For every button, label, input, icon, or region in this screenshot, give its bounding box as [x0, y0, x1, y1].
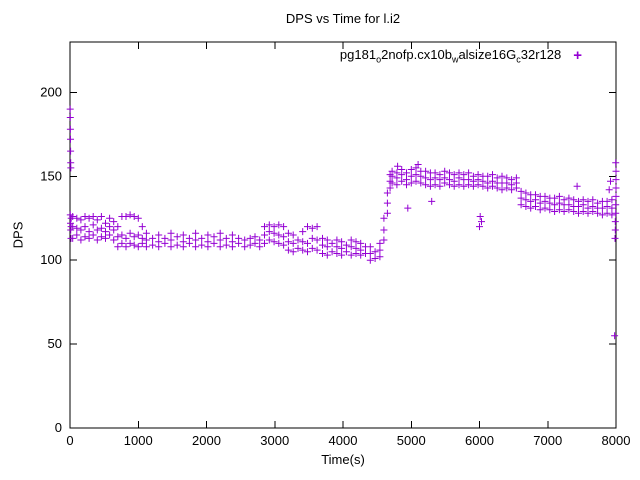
x-tick-label: 2000: [192, 433, 221, 448]
y-tick-label: 200: [40, 84, 62, 99]
x-tick-label: 1000: [124, 433, 153, 448]
x-tick-label: 3000: [260, 433, 289, 448]
legend-label-part: o: [376, 54, 382, 65]
y-tick-label: 50: [48, 336, 62, 351]
legend-label-part: w: [451, 54, 459, 65]
x-tick-label: 5000: [397, 433, 426, 448]
legend-label-part: 2nofp.cx10b: [381, 47, 452, 62]
data-points: [66, 105, 620, 340]
legend: pg181o2nofp.cx10bwalsize16Gc32r128 +: [340, 47, 582, 65]
legend-label-part: alsize16G: [458, 47, 517, 62]
legend-label-part: c: [516, 54, 521, 65]
y-tick-label: 150: [40, 168, 62, 183]
x-tick-label: 4000: [329, 433, 358, 448]
y-tick-label: 0: [55, 420, 62, 435]
x-axis-label: Time(s): [321, 452, 365, 467]
x-tick-label: 0: [66, 433, 73, 448]
legend-label-part: 32r128: [520, 47, 562, 62]
chart-title: DPS vs Time for l.i2: [285, 11, 401, 26]
plot-border: [69, 41, 617, 429]
y-tick-label: 100: [40, 252, 62, 267]
plus-marker-icon: +: [573, 46, 582, 64]
legend-label-part: pg181: [339, 47, 377, 62]
x-tick-label: 7000: [533, 433, 562, 448]
x-tick-label: 8000: [602, 433, 631, 448]
x-tick-label: 6000: [465, 433, 494, 448]
legend-label: pg181o2nofp.cx10bwalsize16Gc32r128: [340, 47, 561, 65]
